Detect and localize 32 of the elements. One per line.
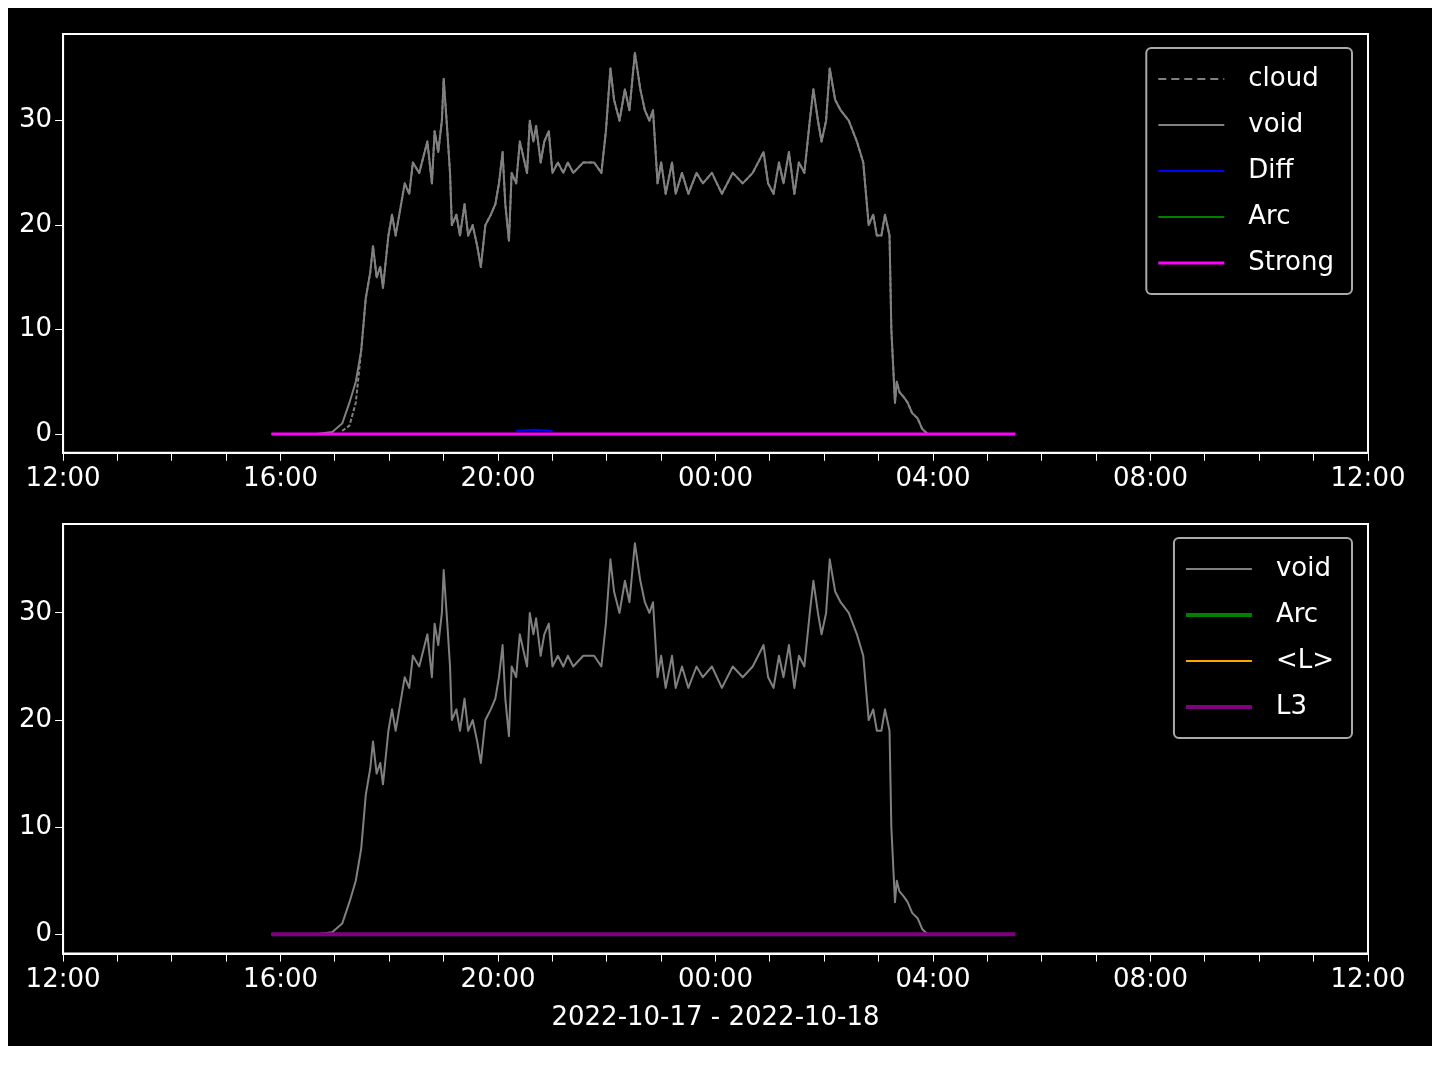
legend-label: <L> (1275, 643, 1335, 674)
x-tick-label: 08:00 (1113, 962, 1188, 993)
y-tick-label: 0 (35, 416, 53, 447)
legend-label: cloud (1248, 61, 1319, 92)
y-tick-label: 30 (18, 595, 53, 626)
y-tick-label: 10 (18, 312, 53, 343)
legend-label: L3 (1275, 689, 1307, 720)
legend-label: Arc (1275, 597, 1319, 628)
x-tick-label: 08:00 (1113, 462, 1188, 493)
x-axis-title: 2022-10-17 - 2022-10-18 (551, 1001, 880, 1032)
x-tick-label: 04:00 (895, 962, 971, 993)
y-tick-label: 20 (18, 207, 53, 238)
x-tick-label: 12:00 (25, 462, 101, 493)
x-tick-label: 12:00 (25, 962, 101, 993)
y-tick-label: 0 (35, 917, 53, 948)
y-tick-label: 20 (18, 702, 53, 733)
x-tick-label: 12:00 (1330, 462, 1406, 493)
legend-label: Strong (1248, 245, 1335, 276)
y-tick-label: 30 (18, 103, 53, 134)
x-tick-label: 16:00 (243, 462, 319, 493)
x-tick-label: 00:00 (678, 462, 754, 493)
legend-label: void (1275, 551, 1331, 582)
x-tick-label: 12:00 (1330, 962, 1406, 993)
x-tick-label: 16:00 (243, 962, 319, 993)
x-tick-label: 20:00 (460, 462, 536, 493)
x-tick-label: 00:00 (678, 962, 754, 993)
x-tick-label: 20:00 (460, 962, 536, 993)
legend-label: void (1248, 107, 1304, 138)
x-tick-label: 04:00 (895, 462, 971, 493)
y-tick-label: 10 (18, 809, 53, 840)
legend-label: Arc (1248, 199, 1291, 230)
legend-label: Diff (1248, 153, 1295, 184)
